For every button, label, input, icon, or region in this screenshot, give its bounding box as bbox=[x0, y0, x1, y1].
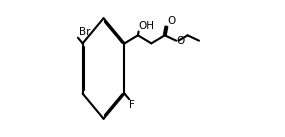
Text: O: O bbox=[167, 16, 175, 26]
Text: F: F bbox=[129, 100, 135, 110]
Text: O: O bbox=[177, 36, 185, 46]
Text: OH: OH bbox=[139, 21, 154, 31]
Text: Br: Br bbox=[79, 27, 90, 37]
